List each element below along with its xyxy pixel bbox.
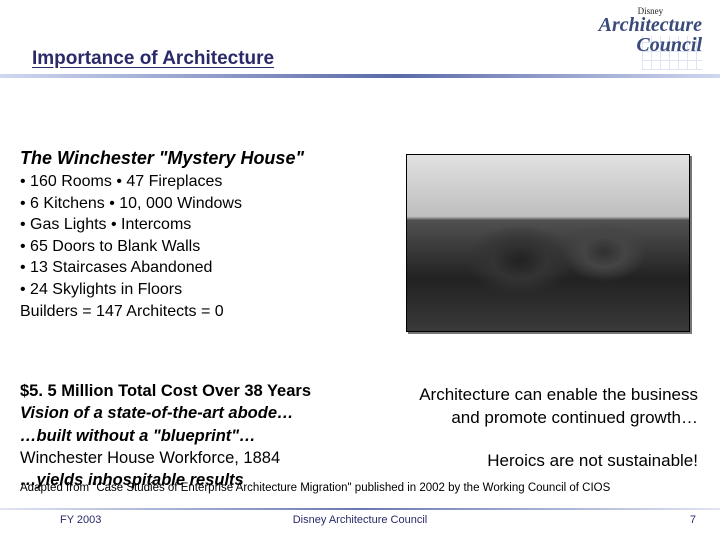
page-number: 7 (690, 514, 696, 526)
footer: FY 2003 Disney Architecture Council 7 (0, 514, 720, 532)
footer-center: Disney Architecture Council (293, 514, 428, 526)
logo-block: Disney Architecture Council (599, 6, 702, 57)
lower-left-text: $5. 5 Million Total Cost Over 38 Years V… (20, 380, 420, 491)
bullet-line: • Gas Lights • Intercoms (20, 214, 370, 236)
bullet-line: • 65 Doors to Blank Walls (20, 236, 370, 258)
content-area: The Winchester "Mystery House" • 160 Roo… (20, 90, 700, 500)
workforce-line: Winchester House Workforce, 1884 (20, 447, 420, 469)
citation: Adapted from "Case Studies of Enterprise… (20, 482, 610, 494)
bullet-line: • 24 Skylights in Floors (20, 279, 370, 301)
heroics-line: Heroics are not sustainable! (398, 450, 698, 473)
logo-line1: Architecture (599, 16, 702, 34)
title-divider (0, 74, 720, 78)
bullet-list: • 160 Rooms • 47 Fireplaces • 6 Kitchens… (20, 171, 370, 322)
lower-block: $5. 5 Million Total Cost Over 38 Years V… (20, 380, 700, 491)
house-photo (406, 154, 690, 332)
footer-left: FY 2003 (60, 514, 101, 526)
logo-line2: Council (599, 34, 702, 57)
slide-header: Disney Architecture Council Importance o… (0, 0, 720, 74)
vision-line: Vision of a state-of-the-art abode… (20, 402, 420, 424)
cost-line: $5. 5 Million Total Cost Over 38 Years (20, 380, 420, 402)
lower-right-text: Architecture can enable the business and… (398, 384, 698, 473)
bullet-line: Builders = 147 Architects = 0 (20, 301, 370, 323)
enable-line: Architecture can enable the business and… (398, 384, 698, 430)
slide-title: Importance of Architecture (32, 48, 274, 70)
bullet-line: • 6 Kitchens • 10, 000 Windows (20, 193, 370, 215)
bullet-line: • 160 Rooms • 47 Fireplaces (20, 171, 370, 193)
blueprint-line: …built without a "blueprint"… (20, 425, 420, 447)
bullet-line: • 13 Staircases Abandoned (20, 257, 370, 279)
footer-divider (0, 508, 720, 510)
